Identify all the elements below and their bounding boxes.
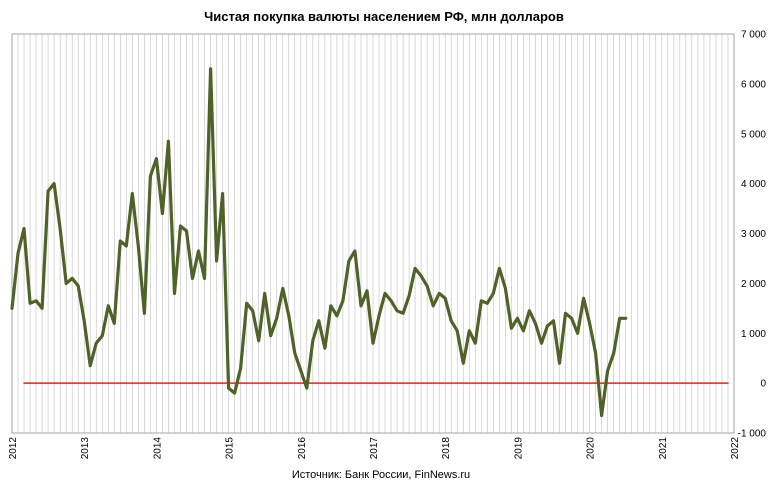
x-tick-label: 2019 [513, 437, 524, 460]
y-tick-label: 6 000 [741, 79, 766, 90]
series-line-currency-purchases [10, 67, 628, 418]
grid-layer [17, 34, 729, 433]
x-tick-label: 2017 [369, 437, 380, 460]
x-tick-label: 2022 [730, 437, 741, 460]
x-tick-label: 2015 [225, 437, 236, 460]
y-tick-label: 1 000 [741, 329, 766, 340]
x-tick-label: 2021 [658, 437, 669, 460]
x-axis: 2012 2013 2014 2015 2016 2017 2018 2019 2020 2021… [8, 437, 741, 460]
chart-title: Чистая покупка валюты населением РФ, млн… [204, 9, 564, 24]
x-tick-label: 2020 [586, 437, 597, 460]
y-tick-label: 4 000 [741, 179, 766, 190]
y-tick-label: 7 000 [741, 30, 766, 41]
y-tick-label: -1 000 [738, 429, 767, 440]
y-tick-label: 0 [760, 379, 766, 390]
x-tick-label: 2013 [80, 437, 91, 460]
y-tick-label: 3 000 [741, 229, 766, 240]
y-tick-label: 2 000 [741, 279, 766, 290]
x-tick-label: 2012 [8, 437, 19, 460]
y-axis: -1 000 0 1 000 2 000 3 000 4 000 5 000 6 000 7 0… [738, 30, 767, 440]
x-tick-label: 2014 [152, 437, 163, 460]
series-layer [10, 67, 729, 418]
chart-source: Источник: Банк России, FinNews.ru [292, 469, 470, 481]
plot-frame [11, 33, 735, 434]
x-tick-label: 2018 [441, 437, 452, 460]
y-tick-label: 5 000 [741, 129, 766, 140]
x-tick-label: 2016 [297, 437, 308, 460]
